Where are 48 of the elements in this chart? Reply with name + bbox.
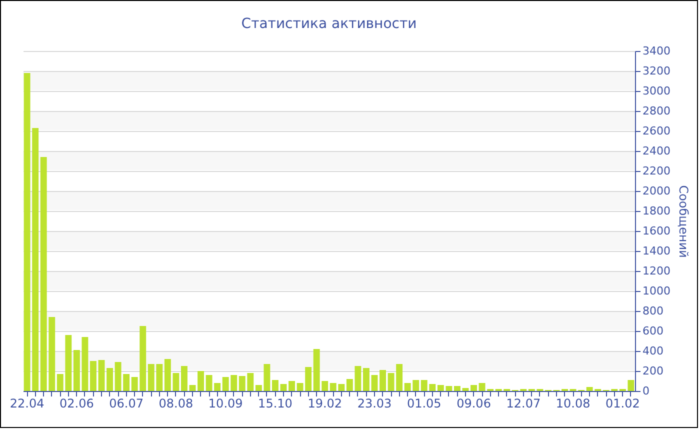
x-tick-label: 01.02	[605, 396, 640, 410]
bar	[189, 385, 196, 391]
y-tick-label: 800	[642, 304, 664, 318]
x-tick-label: 08.08	[158, 396, 194, 410]
x-tick-label: 22.04	[10, 396, 44, 410]
chart-title: Статистика активности	[241, 16, 417, 32]
x-tick-label: 10.08	[556, 396, 590, 410]
bar	[363, 368, 370, 391]
y-tick-label: 600	[642, 324, 664, 338]
y-tick-label: 2600	[642, 124, 670, 138]
y-tick-label: 1800	[642, 204, 670, 218]
x-tick-label: 09.06	[456, 396, 491, 410]
x-tick-label: 06.07	[109, 396, 144, 410]
x-tick-label: 19.02	[308, 396, 342, 410]
bar	[98, 360, 105, 391]
y-tick-label: 2200	[642, 164, 670, 178]
y-tick-label: 400	[642, 344, 664, 358]
y-tick-label: 3200	[642, 64, 670, 78]
bar	[288, 381, 295, 391]
bar	[198, 371, 204, 391]
x-tick-label: 10.09	[208, 396, 243, 410]
bar	[470, 385, 477, 391]
y-tick-label: 1400	[642, 244, 670, 258]
y-tick-label: 200	[642, 364, 664, 378]
bar	[462, 388, 469, 391]
y-axis-title: Сообщений	[676, 185, 690, 258]
bar	[272, 380, 278, 391]
x-tick-label: 01.05	[406, 396, 442, 410]
y-tick-label: 3400	[642, 44, 670, 58]
y-tick-label: 3000	[642, 84, 670, 98]
bar	[454, 386, 460, 391]
y-tick-label: 1000	[642, 284, 670, 298]
x-tick-label: 02.06	[60, 396, 94, 410]
y-tick-label: 2800	[642, 104, 670, 118]
x-tick-label: 15.10	[258, 396, 292, 410]
y-tick-label: 2400	[642, 144, 670, 158]
bar	[371, 375, 378, 391]
y-tick-label: 1600	[642, 224, 670, 238]
bar	[106, 368, 114, 391]
bar	[90, 361, 96, 391]
bar	[280, 384, 287, 391]
y-tick-label: 2000	[642, 184, 670, 198]
x-tick-label: 12.07	[506, 396, 541, 410]
bar	[380, 370, 386, 391]
x-tick-label: 23.03	[357, 396, 392, 410]
bar	[181, 366, 188, 391]
y-tick-label: 1200	[642, 264, 670, 278]
y-tick-label: 0	[642, 384, 650, 398]
